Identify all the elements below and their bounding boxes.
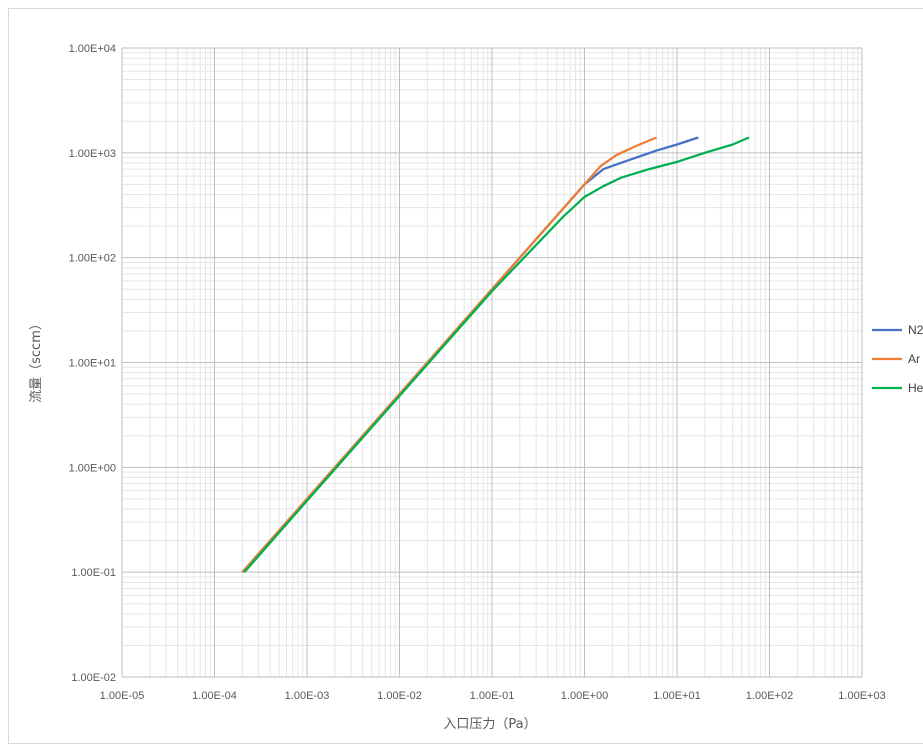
x-tick-label: 1.00E-05: [100, 690, 145, 702]
legend: N2 Ar He: [872, 323, 923, 395]
y-tick-label: 1.00E+01: [69, 358, 116, 370]
x-axis-title: 入口压力（Pa）: [443, 717, 536, 732]
legend-label-he: He: [908, 381, 923, 395]
x-tick-label: 1.00E+01: [653, 690, 700, 702]
x-tick-label: 1.00E-03: [285, 690, 330, 702]
y-tick-label: 1.00E+00: [69, 462, 116, 474]
x-tick-label: 1.00E-04: [192, 690, 237, 702]
x-tick-label: 1.00E+00: [561, 690, 608, 702]
y-tick-label: 1.00E-02: [71, 672, 116, 684]
x-axis-tick-labels: 1.00E-05 1.00E-04 1.00E-03 1.00E-02 1.00E-01…: [100, 690, 886, 702]
y-axis-title: 流量（sccm）: [29, 317, 44, 403]
legend-label-n2: N2: [908, 323, 923, 337]
y-tick-label: 1.00E+04: [69, 43, 116, 55]
y-axis-tick-labels: 1.00E-02 1.00E-01 1.00E+00 1.00E+01 1.00E+02…: [69, 43, 116, 684]
x-tick-label: 1.00E-02: [377, 690, 422, 702]
y-tick-label: 1.00E+03: [69, 148, 116, 160]
chart-border: [8, 8, 923, 744]
series-line-ar: [241, 136, 657, 573]
x-tick-label: 1.00E+03: [838, 690, 885, 702]
y-tick-label: 1.00E-01: [71, 567, 116, 579]
series-line-he: [243, 136, 750, 573]
series-lines: [241, 136, 750, 573]
x-tick-label: 1.00E-01: [470, 690, 515, 702]
x-tick-label: 1.00E+02: [746, 690, 793, 702]
y-tick-label: 1.00E+02: [69, 253, 116, 265]
legend-label-ar: Ar: [908, 352, 920, 366]
major-gridlines: [121, 47, 863, 678]
